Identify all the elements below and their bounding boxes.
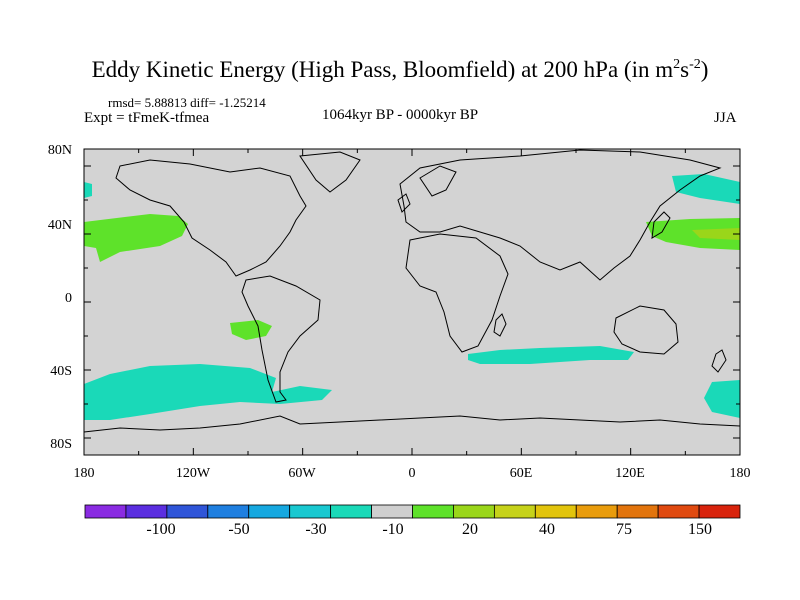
colorbar-swatch — [289, 504, 332, 519]
lon-label-180-east: 180 — [729, 466, 751, 481]
coast-greenland — [299, 151, 361, 193]
colorbar-swatch — [575, 504, 618, 519]
lat-label-80n: 80N — [47, 143, 72, 158]
colorbar-label-minus50: -50 — [228, 521, 250, 538]
anomaly-regions — [84, 174, 740, 420]
coast-japan — [651, 211, 671, 239]
lon-label-0: 0 — [408, 466, 416, 481]
region-bering-small — [84, 182, 92, 198]
lon-label-120w: 120W — [175, 466, 211, 481]
title-units-s: s — [680, 57, 690, 82]
lon-label-60w: 60W — [288, 466, 316, 481]
coast-uk — [397, 193, 411, 213]
colorbar-swatch — [453, 504, 495, 519]
coast-eurasia — [399, 149, 722, 281]
colorbar-label-150: 150 — [688, 521, 712, 538]
colorbar-swatch — [493, 504, 536, 519]
title-units-m-exponent: 2 — [673, 57, 681, 72]
lon-label-180-west: 180 — [73, 466, 95, 481]
colorbar-swatch — [125, 504, 168, 519]
lat-label-40n: 40N — [47, 218, 72, 233]
coast-australia — [613, 305, 679, 355]
lat-label-80s: 80S — [50, 437, 72, 452]
coast-madagascar — [493, 313, 507, 337]
region-south-pacific — [84, 364, 332, 420]
lat-label-40s: 40S — [50, 364, 72, 379]
colorbar — [84, 504, 741, 519]
title-close-paren: ) — [700, 57, 709, 82]
coast-south-america — [241, 275, 321, 403]
lat-label-0: 0 — [65, 291, 72, 306]
period-label: 1064kyr BP - 0000kyr BP — [321, 107, 479, 123]
stats-label: rmsd= 5.88813 diff= -1.25214 — [108, 95, 266, 110]
region-northwest-pacific-core — [692, 228, 740, 240]
region-north-pacific-west — [646, 218, 740, 250]
colorbar-label-40: 40 — [539, 521, 555, 538]
title-text: Eddy Kinetic Energy (High Pass, Bloomfie… — [91, 57, 674, 82]
colorbar-swatch — [371, 504, 413, 519]
season-label: JJA — [714, 110, 737, 126]
colorbar-label-minus30: -30 — [305, 521, 327, 538]
colorbar-label-minus100: -100 — [146, 521, 176, 538]
experiment-label: Expt = tFmeK-tfmea — [84, 110, 210, 126]
colorbar-swatch — [616, 504, 659, 519]
colorbar-swatch — [412, 504, 454, 519]
coast-scandinavia — [419, 165, 457, 197]
region-southeast-pacific — [230, 320, 272, 340]
coast-north-america — [115, 159, 307, 277]
colorbar-swatch — [657, 504, 700, 519]
colorbar-label-75: 75 — [616, 521, 632, 538]
region-bering-sea — [672, 174, 740, 204]
colorbar-swatch — [330, 504, 372, 519]
lon-label-120e: 120E — [615, 466, 645, 481]
coastlines — [83, 149, 741, 433]
title-units-s-exponent: -2 — [689, 57, 701, 72]
colorbar-swatch — [534, 504, 577, 519]
region-south-indian-ocean — [468, 346, 634, 364]
coast-africa — [405, 233, 509, 353]
colorbar-label-20: 20 — [462, 521, 478, 538]
colorbar-swatch — [248, 504, 291, 519]
colorbar-swatch — [698, 504, 741, 519]
colorbar-swatch — [84, 504, 127, 519]
region-north-pacific-east — [84, 214, 188, 262]
colorbar-label-minus10: -10 — [382, 521, 404, 538]
figure-title: Eddy Kinetic Energy (High Pass, Bloomfie… — [0, 57, 800, 83]
coast-new-zealand — [711, 349, 727, 373]
map-background — [84, 149, 740, 455]
colorbar-swatch — [166, 504, 209, 519]
coast-antarctica — [83, 415, 741, 433]
axis-ticks — [83, 149, 741, 455]
lon-label-60e: 60E — [509, 466, 533, 481]
region-southwest-pacific — [704, 380, 740, 418]
colorbar-swatch — [207, 504, 250, 519]
